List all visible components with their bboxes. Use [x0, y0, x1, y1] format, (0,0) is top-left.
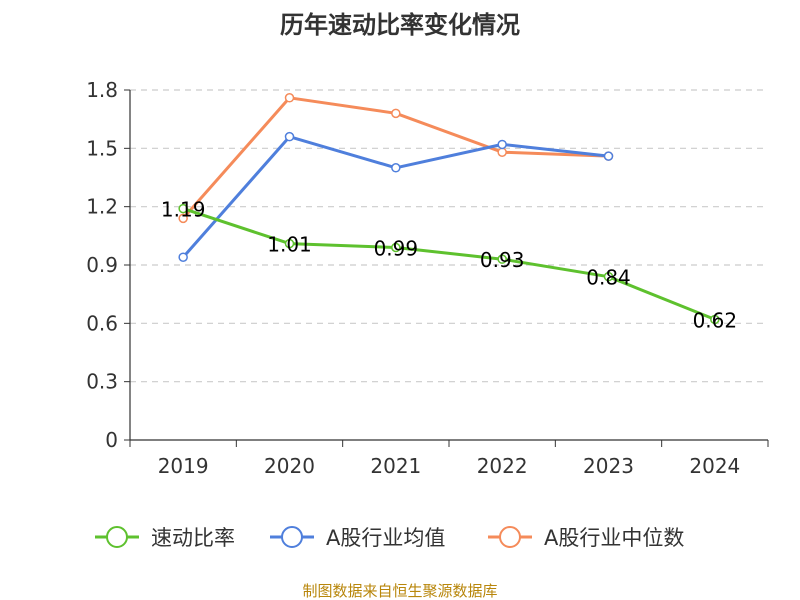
y-tick-label: 0.3	[86, 370, 118, 394]
grid	[130, 89, 768, 383]
legend-label: A股行业中位数	[544, 526, 684, 550]
data-point	[284, 93, 295, 103]
y-tick-label: 0	[105, 428, 118, 452]
data-label: 1.01	[267, 233, 312, 257]
legend-marker	[499, 526, 521, 548]
data-point	[710, 314, 720, 325]
data-point	[497, 254, 507, 264]
data-point	[391, 108, 401, 119]
data-point	[391, 163, 401, 173]
data-point	[603, 271, 614, 282]
x-tick-label: 2022	[477, 454, 528, 478]
y-tick-label: 1.5	[86, 136, 118, 160]
x-tick-label: 2019	[158, 454, 209, 478]
data-label: 0.84	[586, 266, 631, 290]
legend-marker	[106, 526, 128, 548]
legend: 速动比率 A股行业均值 A股行业中位数	[95, 526, 684, 550]
legend-marker	[281, 526, 303, 548]
y-tick-label: 0.6	[86, 311, 118, 335]
y-tick-label: 1.8	[86, 78, 118, 102]
data-label: 0.99	[374, 237, 419, 261]
chart-title: 历年速动比率变化情况	[280, 11, 520, 39]
x-tick-label: 2024	[689, 454, 740, 478]
series-layer: 1.19 1.01 0.99 0.93 0.84 0.62	[161, 93, 738, 332]
y-tick-label: 1.2	[86, 195, 118, 219]
data-label: 1.19	[161, 198, 206, 222]
data-point	[391, 242, 401, 253]
axes: 0 0.3 0.6 0.9 1.2 1.5 1.8 2019 2020 2021 2022 2023 2…	[86, 78, 769, 478]
data-label: 0.62	[693, 308, 738, 332]
x-tick-label: 2020	[264, 454, 315, 478]
x-tick-label: 2023	[583, 454, 634, 478]
data-point	[284, 131, 295, 142]
data-point	[497, 139, 507, 150]
legend-label: A股行业均值	[326, 526, 445, 550]
data-point	[603, 151, 614, 161]
data-point	[284, 238, 295, 249]
x-tick-label: 2021	[370, 454, 421, 478]
series-line	[182, 207, 716, 321]
y-tick-label: 0.9	[86, 253, 118, 277]
source-note: 制图数据来自恒生聚源数据库	[302, 582, 497, 600]
data-point	[178, 203, 188, 214]
data-point	[178, 213, 188, 224]
data-point	[178, 252, 188, 262]
legend-label: 速动比率	[151, 526, 235, 550]
data-point	[497, 147, 507, 157]
data-label: 0.93	[480, 248, 525, 272]
